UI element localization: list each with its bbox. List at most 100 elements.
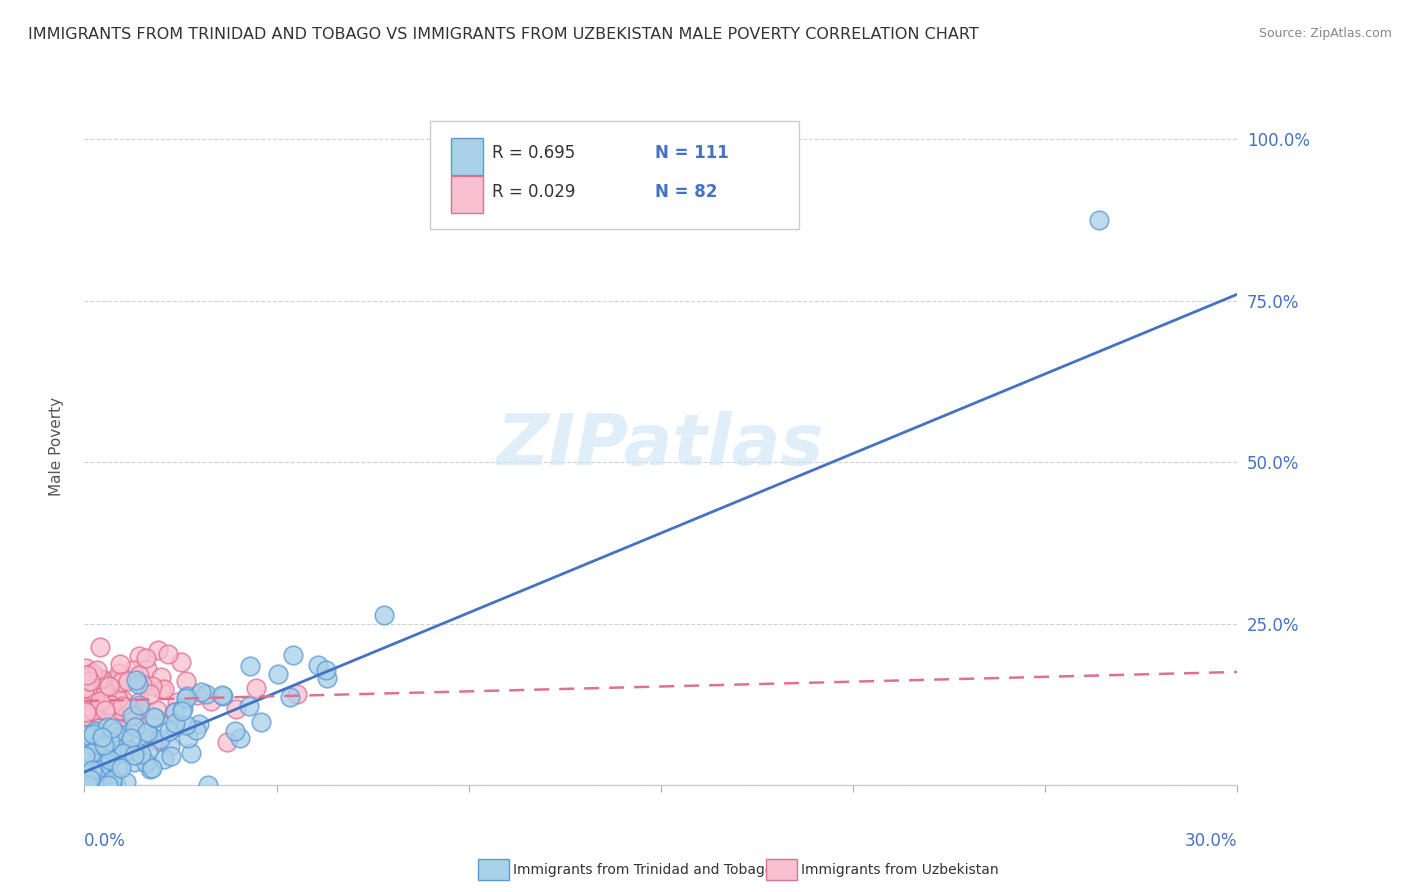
Point [278,690,301,704]
Point [139,687,162,701]
FancyBboxPatch shape [430,120,799,229]
Point [136,731,159,745]
Point [79,778,101,792]
Point [170,704,193,718]
Text: 0.0%: 0.0% [84,832,127,850]
Point [94,683,117,698]
Point [94,691,117,706]
Point [217,735,239,749]
Point [108,666,131,681]
Point [112,743,135,757]
Point [89,640,111,655]
Point [110,703,132,717]
Point [94,778,117,792]
Point [84,724,107,739]
Point [157,723,180,738]
Point [285,688,308,702]
Point [163,716,186,731]
Point [89,756,111,770]
Point [238,699,260,714]
Point [98,734,121,748]
Point [118,732,141,747]
Point [91,672,114,686]
Point [120,702,142,716]
Point [315,663,337,677]
Point [1088,213,1111,227]
Point [373,608,395,623]
Point [98,743,121,757]
Point [100,698,122,713]
Point [75,778,97,792]
Point [112,703,135,717]
Point [186,723,208,738]
Point [110,675,132,690]
Point [163,705,186,719]
Point [91,731,114,745]
Y-axis label: Male Poverty: Male Poverty [49,396,63,496]
Point [143,711,166,725]
Point [77,674,100,689]
Point [94,680,117,694]
Point [82,763,104,777]
Point [148,733,170,747]
Point [174,674,197,689]
Point [75,673,97,687]
Point [190,684,212,698]
Point [98,679,121,693]
Point [110,657,132,672]
Point [97,778,120,792]
Point [82,727,104,741]
Point [224,724,246,739]
Point [80,778,103,792]
Point [166,695,188,709]
Point [93,738,115,752]
Point [89,707,111,722]
Point [138,725,160,739]
Point [79,772,101,786]
Point [239,659,262,673]
Point [170,655,193,669]
Point [124,720,146,734]
Point [104,739,127,753]
Point [114,700,136,714]
Point [121,709,143,723]
Point [73,681,96,696]
Point [112,693,135,707]
Point [176,689,198,703]
Point [125,747,148,762]
Point [77,722,100,736]
Point [105,678,128,692]
Point [77,778,100,792]
Point [128,649,150,664]
Point [77,772,100,786]
Point [107,760,129,774]
Point [82,704,104,718]
Point [146,643,169,657]
Point [89,763,111,777]
Point [249,714,271,729]
Point [153,682,176,697]
Point [76,728,98,742]
Point [82,666,104,681]
Text: R = 0.029: R = 0.029 [492,183,576,201]
Point [82,778,104,792]
Point [98,734,121,748]
Point [165,720,187,734]
Point [200,694,222,708]
Point [86,721,108,735]
Point [122,747,145,762]
Point [80,739,103,753]
Point [87,769,110,783]
Point [90,749,112,764]
Point [110,761,132,775]
Point [79,708,101,723]
Point [75,700,97,714]
Point [315,671,337,685]
Point [143,710,166,724]
Point [100,776,122,790]
Point [79,778,101,792]
Text: IMMIGRANTS FROM TRINIDAD AND TOBAGO VS IMMIGRANTS FROM UZBEKISTAN MALE POVERTY C: IMMIGRANTS FROM TRINIDAD AND TOBAGO VS I… [28,27,979,42]
Point [77,714,100,729]
Point [135,756,157,770]
Point [176,717,198,731]
